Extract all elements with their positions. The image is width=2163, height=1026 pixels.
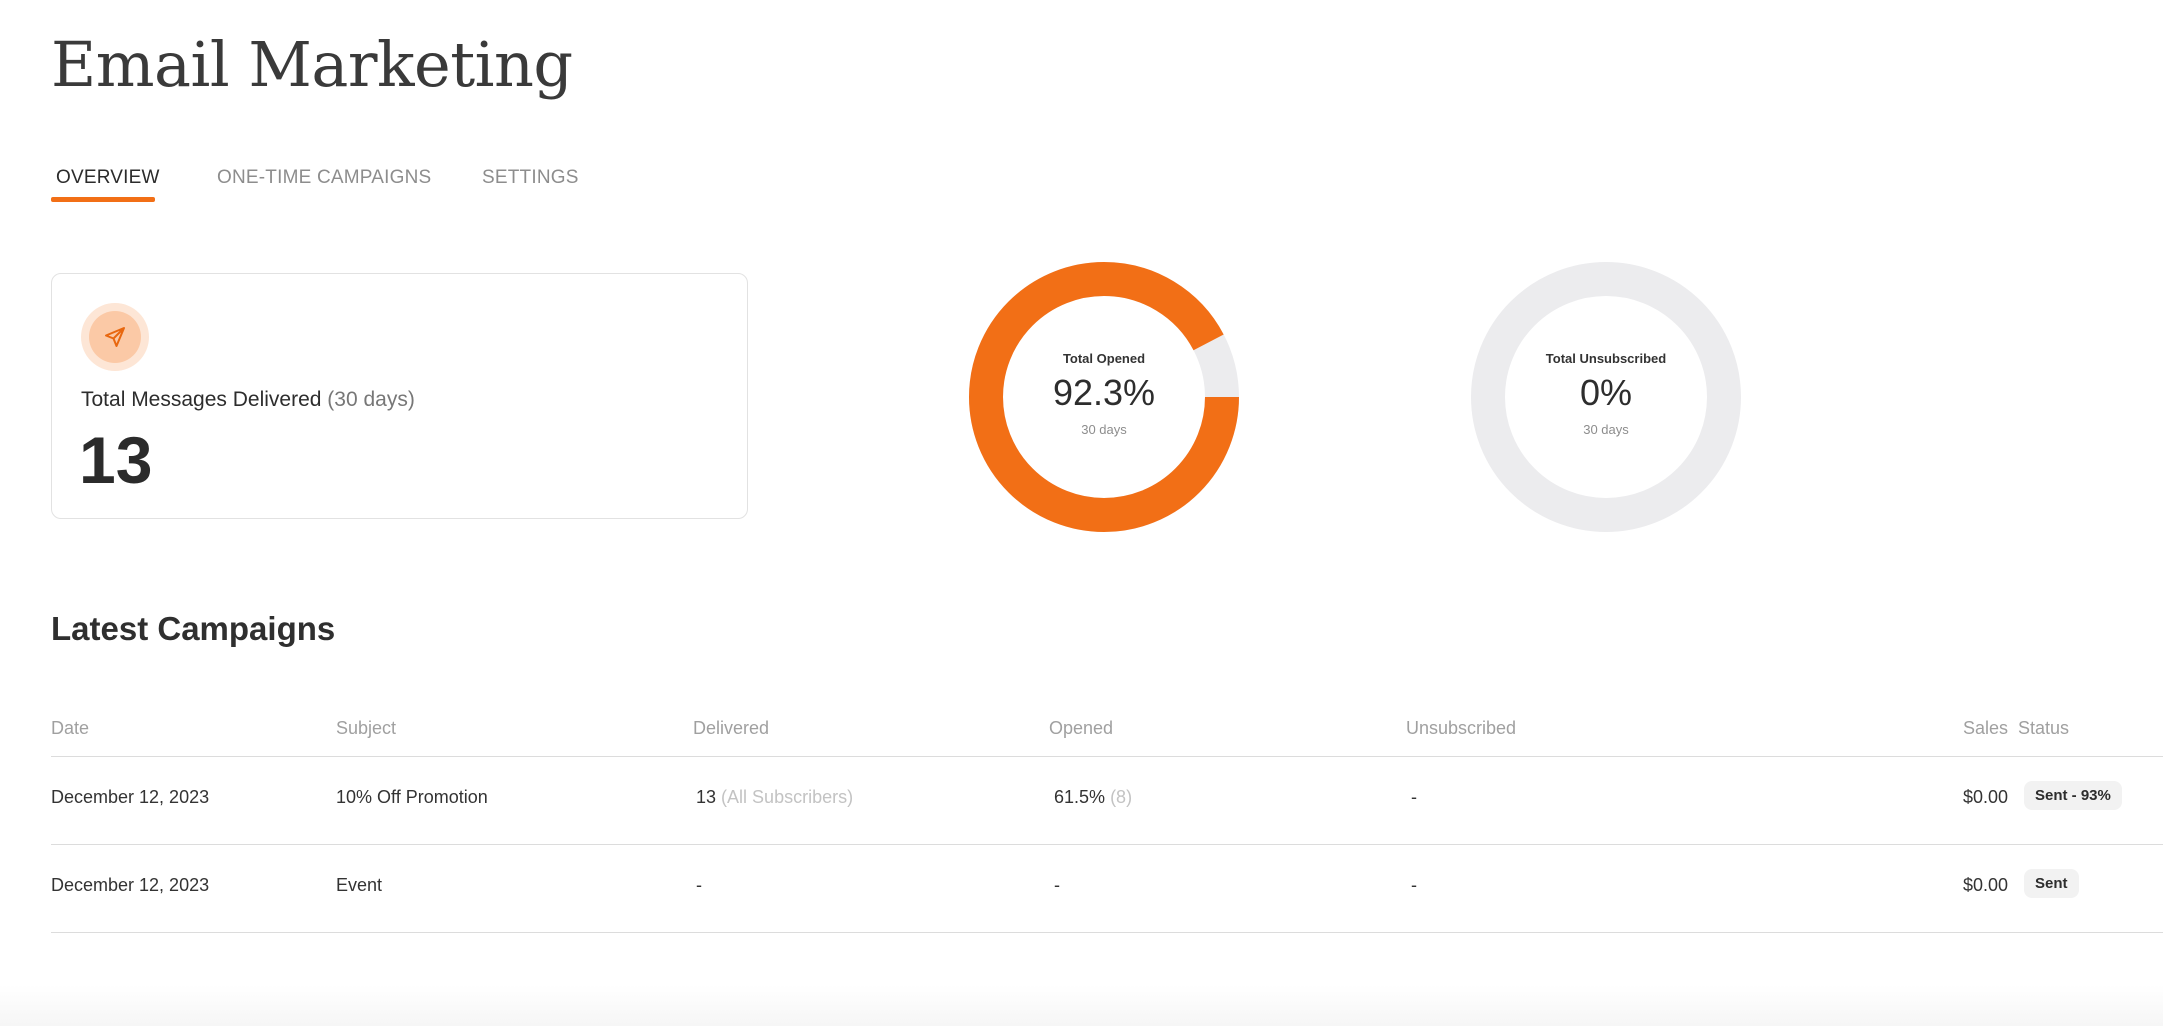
donut-label: Total Opened xyxy=(1062,351,1146,366)
table-header: Date Subject Delivered Opened Unsubscrib… xyxy=(51,700,2163,757)
total-messages-delivered-card: Total Messages Delivered (30 days) 13 xyxy=(51,273,748,519)
cell-unsubscribed: - xyxy=(1411,787,1417,807)
status-badge: Sent xyxy=(2024,869,2079,898)
cell-opened: 61.5% (8) xyxy=(1054,787,1132,808)
donut-track xyxy=(1471,262,1741,532)
send-icon xyxy=(105,327,125,347)
cell-sales: $0.00 xyxy=(1962,875,2008,895)
cell-opened: - xyxy=(1054,875,1060,896)
latest-campaigns-title: Latest Campaigns xyxy=(51,610,336,647)
delivered-count: 13 xyxy=(696,787,717,807)
donut-period: 30 days xyxy=(1081,422,1127,437)
tab-bar: OVERVIEW ONE-TIME CAMPAIGNS SETTINGS xyxy=(51,150,751,205)
active-tab-indicator xyxy=(51,197,155,202)
opened-rate: 61.5% xyxy=(1054,787,1106,807)
opened-rate: - xyxy=(1054,875,1060,895)
card-label-text: Total Messages Delivered xyxy=(81,388,322,411)
status-badge: Sent - 93% xyxy=(2024,781,2122,810)
donut-value: 0% xyxy=(1579,372,1633,413)
cell-date: December 12, 2023 xyxy=(51,787,210,807)
donut-arc xyxy=(969,262,1239,532)
col-sales[interactable]: Sales xyxy=(1962,718,2008,738)
send-icon-badge xyxy=(81,303,149,371)
tab-settings[interactable]: SETTINGS xyxy=(482,167,579,188)
total-opened-donut: Total Opened 92.3% 30 days xyxy=(966,259,1242,535)
table-row[interactable]: December 12, 2023 Event - - - $0.00 Sent xyxy=(51,845,2163,933)
cell-sales: $0.00 xyxy=(1962,787,2008,807)
donut-period: 30 days xyxy=(1583,422,1629,437)
donut-label: Total Unsubscribed xyxy=(1545,351,1667,366)
cell-subject[interactable]: Event xyxy=(336,875,383,895)
donut-value: 92.3% xyxy=(1052,372,1156,413)
col-subject[interactable]: Subject xyxy=(336,718,397,738)
cell-subject[interactable]: 10% Off Promotion xyxy=(336,787,488,807)
page-bottom-fade xyxy=(0,985,2163,1026)
col-date[interactable]: Date xyxy=(51,718,90,738)
col-opened[interactable]: Opened xyxy=(1049,718,1114,738)
card-label: Total Messages Delivered (30 days) xyxy=(81,388,415,412)
delivered-count: - xyxy=(696,875,702,895)
cell-date: December 12, 2023 xyxy=(51,875,210,895)
opened-count: (8) xyxy=(1110,787,1133,807)
col-unsubscribed[interactable]: Unsubscribed xyxy=(1406,718,1517,738)
total-unsubscribed-donut: Total Unsubscribed 0% 30 days xyxy=(1468,259,1744,535)
table-row[interactable]: December 12, 2023 10% Off Promotion 13 (… xyxy=(51,757,2163,845)
col-delivered[interactable]: Delivered xyxy=(693,718,770,738)
col-status[interactable]: Status xyxy=(2018,718,2070,738)
cell-delivered: 13 (All Subscribers) xyxy=(696,787,853,808)
tab-one-time-campaigns[interactable]: ONE-TIME CAMPAIGNS xyxy=(217,167,432,188)
cell-unsubscribed: - xyxy=(1411,875,1417,895)
delivered-note: (All Subscribers) xyxy=(721,787,854,807)
page-title: Email Marketing xyxy=(51,28,573,101)
tab-overview[interactable]: OVERVIEW xyxy=(56,167,160,188)
card-period: (30 days) xyxy=(327,388,415,411)
total-messages-value: 13 xyxy=(79,423,153,497)
cell-delivered: - xyxy=(696,875,702,896)
